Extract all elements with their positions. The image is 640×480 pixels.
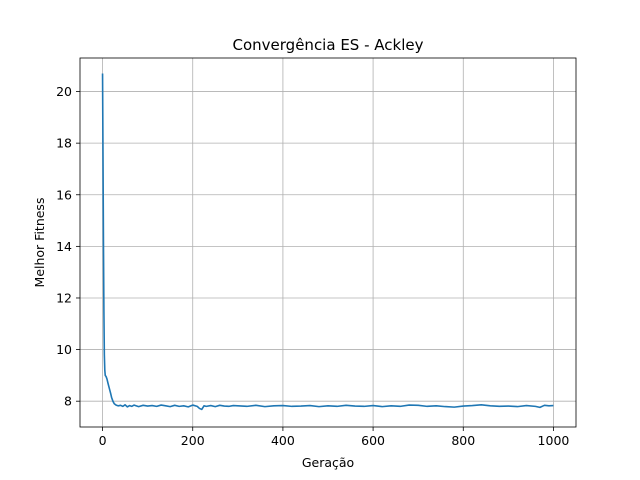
- axes-frame: [79, 57, 577, 428]
- x-tick-label: 600: [361, 433, 385, 448]
- x-axis-label: Geração: [302, 455, 354, 470]
- grid: [80, 58, 576, 427]
- series-layer: [101, 73, 554, 411]
- y-tick-label: 20: [56, 84, 72, 99]
- y-axis-label: Melhor Fitness: [32, 198, 47, 288]
- y-tick-label: 12: [56, 290, 72, 305]
- x-tick-label: 1000: [538, 433, 570, 448]
- x-tick-label: 400: [271, 433, 295, 448]
- y-tick-label: 16: [56, 187, 72, 202]
- y-tick-label: 18: [56, 136, 72, 151]
- series-line: [101, 73, 554, 411]
- y-tick-label: 14: [56, 239, 72, 254]
- y-tick-label: 10: [56, 342, 72, 357]
- y-tick-label: 8: [64, 394, 72, 409]
- chart-title: Convergência ES - Ackley: [233, 36, 424, 54]
- ticks: 0 200 400 600 800 1000 8 10 12 14 16 18 20: [56, 84, 569, 448]
- x-tick-label: 800: [451, 433, 475, 448]
- x-tick-label: 0: [99, 433, 107, 448]
- x-tick-label: 200: [181, 433, 205, 448]
